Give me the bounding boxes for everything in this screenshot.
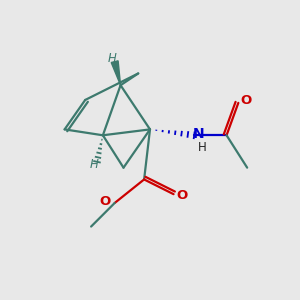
Text: O: O (100, 195, 111, 208)
Text: N: N (193, 128, 204, 141)
Text: H: H (107, 52, 116, 64)
Text: O: O (176, 189, 188, 202)
Text: O: O (240, 94, 251, 107)
Text: H: H (198, 141, 207, 154)
Polygon shape (111, 61, 121, 85)
Text: H: H (90, 158, 98, 171)
